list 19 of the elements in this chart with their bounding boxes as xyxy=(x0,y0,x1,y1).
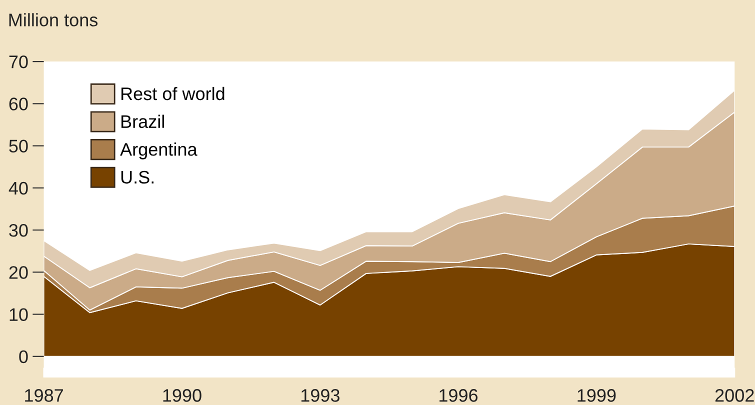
y-tick-label: 40 xyxy=(8,182,28,195)
y-tick-label: 30 xyxy=(9,224,28,237)
legend-label: U.S. xyxy=(121,170,154,184)
y-tick-label: 60 xyxy=(9,98,28,110)
x-tick-label: 2002 xyxy=(715,389,754,402)
y-tick-label: 20 xyxy=(9,266,28,279)
legend-label: Argentina xyxy=(120,142,198,160)
y-tick-label: 10 xyxy=(10,308,28,321)
x-tick-label: 1999 xyxy=(578,389,616,402)
legend-label: Brazil xyxy=(121,114,164,128)
legend-label: Rest of world xyxy=(121,86,224,100)
y-axis-title: Million tons xyxy=(9,13,98,26)
x-tick-label: 1996 xyxy=(440,389,478,402)
y-tick-label: 50 xyxy=(9,140,28,153)
x-tick-label: 1993 xyxy=(301,389,340,402)
y-tick-label: 0 xyxy=(19,350,28,364)
y-tick-label: 70 xyxy=(9,55,28,68)
x-tick-label: 1990 xyxy=(163,389,202,402)
x-tick-label: 1987 xyxy=(25,389,63,402)
